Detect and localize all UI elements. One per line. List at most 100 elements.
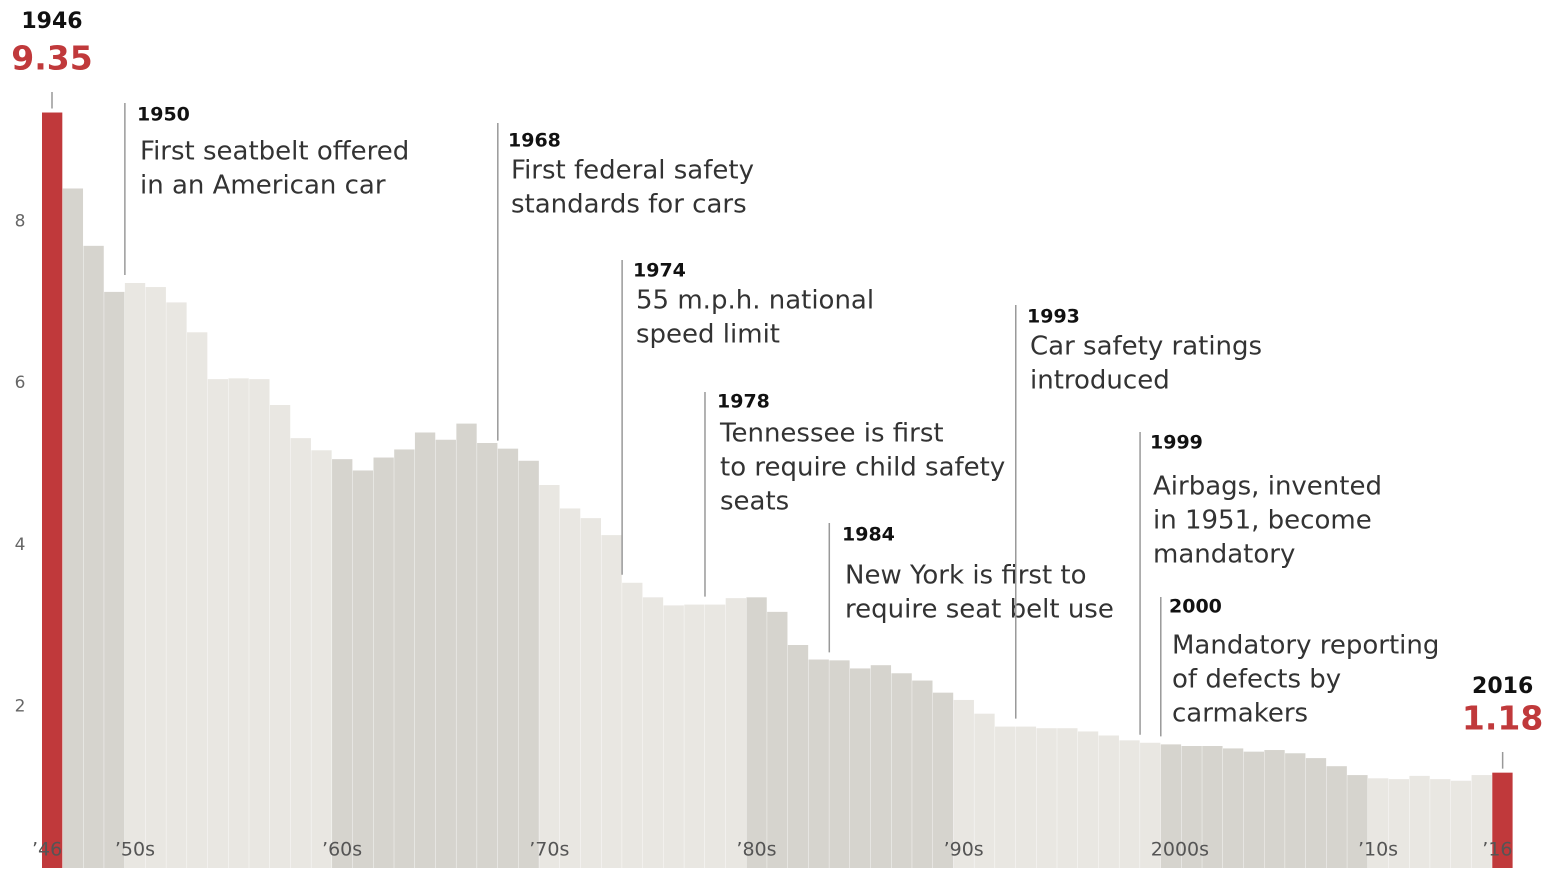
annotation-text: Mandatory reporting (1172, 631, 1439, 661)
x-tick-label: ’90s (944, 839, 984, 861)
annotation-year: 1968 (508, 130, 561, 152)
x-tick-label: 2000s (1151, 839, 1209, 861)
annotation-year: 1984 (842, 524, 895, 546)
bar (1409, 775, 1430, 868)
annotation-text: standards for cars (511, 190, 747, 220)
bar (601, 535, 622, 868)
annotation-year: 1993 (1027, 306, 1080, 328)
annotation-text: Airbags, invented (1153, 472, 1382, 502)
bar (1305, 758, 1327, 868)
bar (269, 405, 291, 868)
annotation-text: mandatory (1153, 540, 1295, 570)
annotation-text: require seat belt use (845, 595, 1114, 625)
annotation-text: New York is first to (845, 561, 1087, 591)
x-tick-label: ’50s (115, 839, 155, 861)
annotation-text: to require child safety (720, 453, 1005, 483)
bar (953, 699, 974, 868)
bar (42, 112, 63, 868)
bar (1181, 745, 1202, 868)
bar (166, 302, 187, 868)
bar (124, 283, 146, 868)
y-tick-label: 8 (15, 212, 26, 232)
x-tick-label: ’70s (529, 839, 569, 861)
bar (1057, 728, 1078, 868)
bar (1492, 772, 1513, 868)
bar (808, 659, 829, 868)
bar (642, 597, 664, 868)
bar (663, 605, 684, 868)
bar (104, 291, 125, 868)
annotation-year: 1999 (1150, 432, 1203, 454)
bar (1222, 748, 1244, 868)
x-tick-label: ’46 (32, 839, 62, 861)
annotation-text: First seatbelt offered (140, 137, 409, 167)
bar (145, 287, 166, 869)
annotation-text: seats (720, 487, 789, 517)
bar (249, 379, 270, 868)
bar (187, 332, 208, 868)
annotation-text: in an American car (140, 171, 386, 201)
bar (83, 245, 104, 869)
bar (746, 597, 767, 868)
bar (1450, 780, 1472, 868)
annotation-text: carmakers (1172, 699, 1308, 729)
bar (311, 450, 332, 868)
bar (1367, 778, 1389, 868)
bar (767, 611, 788, 868)
annotation-year: 1950 (137, 104, 190, 126)
bar (539, 485, 560, 868)
annotation-year: 1974 (633, 260, 686, 282)
bar (912, 680, 933, 868)
bar (332, 459, 353, 868)
annotation-text: introduced (1030, 366, 1170, 396)
start-year: 1946 (21, 9, 82, 34)
bar (414, 432, 436, 868)
bar (1119, 740, 1140, 868)
bar (787, 644, 809, 868)
start-value: 9.35 (11, 39, 92, 78)
annotation-text: speed limit (636, 320, 780, 350)
y-tick-label: 2 (15, 696, 26, 716)
bar (1285, 753, 1306, 868)
bar (1098, 735, 1119, 868)
y-tick-label: 4 (15, 535, 26, 555)
annotation-text: 55 m.p.h. national (636, 286, 874, 316)
bar (725, 598, 747, 868)
bar (559, 508, 581, 868)
bar (290, 438, 311, 868)
bar (207, 379, 229, 868)
bar (850, 668, 871, 868)
annotation-year: 1978 (717, 391, 770, 413)
bar (974, 713, 995, 868)
bar (456, 423, 477, 868)
bar (228, 378, 249, 868)
y-tick-label: 6 (15, 373, 26, 393)
bar (352, 470, 374, 868)
bar (1347, 775, 1368, 868)
bar (373, 457, 394, 868)
x-tick-label: ’10s (1358, 839, 1398, 861)
bar (932, 692, 954, 868)
annotation-year: 2000 (1169, 596, 1222, 618)
bar (497, 448, 519, 868)
bar (1243, 751, 1264, 868)
bar (518, 460, 539, 868)
bar (995, 726, 1016, 868)
bar (704, 604, 726, 868)
end-year: 2016 (1472, 674, 1533, 699)
bar (1388, 779, 1410, 868)
annotation-text: in 1951, become (1153, 506, 1372, 536)
bar (1036, 728, 1057, 868)
bar (891, 673, 912, 868)
bar (1077, 731, 1099, 868)
bar (435, 439, 456, 868)
bar (477, 442, 498, 868)
bar (1140, 742, 1161, 868)
bar (1326, 766, 1347, 868)
bar (829, 660, 850, 868)
end-value: 1.18 (1462, 699, 1543, 738)
x-tick-label: ’60s (322, 839, 362, 861)
annotation-text: Car safety ratings (1030, 332, 1262, 362)
bar (1015, 726, 1037, 868)
